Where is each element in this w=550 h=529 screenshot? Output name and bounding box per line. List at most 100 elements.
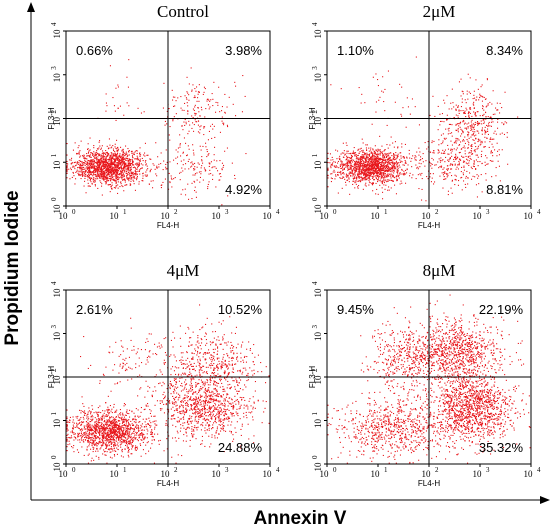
data-point (396, 171, 398, 173)
data-point (117, 162, 119, 164)
data-point (97, 148, 99, 150)
data-point (381, 164, 383, 166)
data-point (394, 162, 396, 164)
data-point (99, 168, 101, 170)
data-point (375, 149, 377, 151)
data-point (142, 164, 144, 166)
data-point (384, 180, 386, 182)
data-point (327, 177, 329, 179)
data-point (378, 162, 380, 164)
data-point (448, 130, 450, 132)
data-point (72, 424, 74, 426)
data-point (476, 196, 478, 198)
data-point (392, 166, 394, 168)
data-point (127, 440, 129, 442)
data-point (121, 171, 123, 173)
data-point (479, 161, 481, 163)
data-point (458, 158, 460, 160)
data-point (85, 163, 87, 165)
data-point (105, 421, 107, 423)
data-point (455, 159, 457, 161)
data-point (456, 147, 458, 149)
data-point (200, 167, 202, 169)
data-point (162, 169, 164, 171)
data-point (451, 163, 453, 165)
data-point (334, 166, 336, 168)
data-point (136, 150, 138, 152)
data-point (389, 179, 391, 181)
data-point (87, 182, 89, 184)
data-point (406, 168, 408, 170)
data-point (127, 165, 129, 167)
data-point (116, 434, 118, 436)
data-point (70, 169, 72, 171)
data-point (184, 168, 186, 170)
data-point (380, 164, 382, 166)
data-point (348, 173, 350, 175)
data-point (376, 165, 378, 167)
data-point (106, 433, 108, 435)
data-point (387, 173, 389, 175)
data-point (105, 416, 107, 418)
data-point (349, 164, 351, 166)
data-point (90, 172, 92, 174)
data-point (363, 169, 365, 171)
data-point (411, 98, 413, 100)
data-point (66, 167, 68, 169)
data-point (134, 415, 136, 417)
data-point (129, 434, 131, 436)
data-point (411, 166, 413, 168)
data-point (91, 153, 93, 155)
y-tick-label: 10 (313, 29, 323, 39)
data-point (187, 145, 189, 147)
data-point (114, 152, 116, 154)
data-point (360, 159, 362, 161)
data-point (84, 412, 86, 414)
data-point (173, 178, 175, 180)
data-point (359, 159, 361, 161)
data-point (98, 176, 100, 178)
data-point (95, 155, 97, 157)
data-point (149, 420, 151, 422)
data-point (434, 181, 436, 183)
data-point (414, 157, 416, 159)
data-point (376, 166, 378, 168)
data-point (482, 96, 484, 98)
data-point (86, 166, 88, 168)
data-point (152, 187, 154, 189)
data-point (349, 153, 351, 155)
data-point (111, 160, 113, 162)
data-point (77, 172, 79, 174)
data-point (96, 426, 98, 428)
data-point (420, 163, 422, 165)
data-point (110, 180, 112, 182)
data-point (125, 431, 127, 433)
data-point (343, 168, 345, 170)
data-point (354, 171, 356, 173)
data-point (126, 441, 128, 443)
data-point (187, 111, 189, 113)
data-point (194, 114, 196, 116)
data-point (101, 185, 103, 187)
data-point (102, 172, 104, 174)
data-point (375, 163, 377, 165)
data-point (369, 176, 371, 178)
data-point (106, 145, 108, 147)
panel-title-2um: 2μM (423, 2, 456, 21)
data-point (377, 163, 379, 165)
data-point (118, 436, 120, 438)
data-point (97, 161, 99, 163)
data-point (80, 410, 82, 412)
data-point (115, 433, 117, 435)
data-point (136, 168, 138, 170)
data-point (375, 170, 377, 172)
data-point (97, 169, 99, 171)
data-point (113, 105, 115, 107)
data-point (384, 159, 386, 161)
data-point (358, 166, 360, 168)
data-point (86, 155, 88, 157)
data-point (210, 173, 212, 175)
data-point (92, 154, 94, 156)
data-point (404, 160, 406, 162)
